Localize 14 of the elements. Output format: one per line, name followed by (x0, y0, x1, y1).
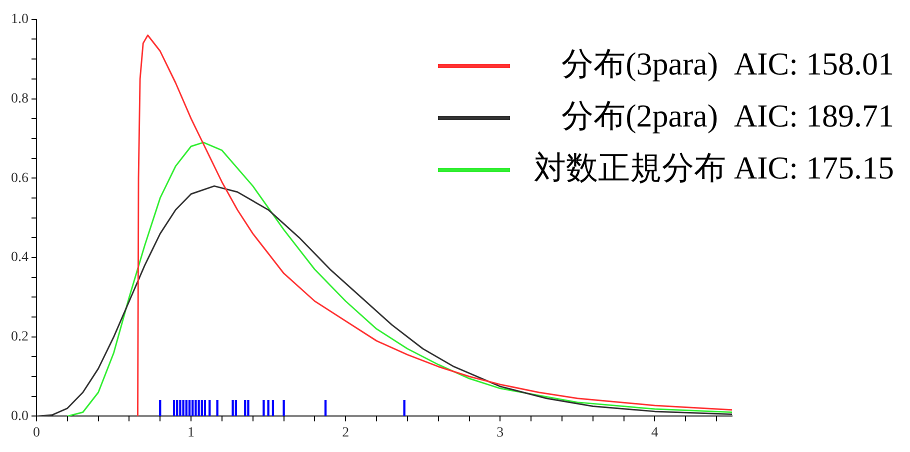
y-tick-label: 0.2 (11, 330, 28, 345)
x-tick-label: 0 (33, 425, 40, 440)
legend-label: 対数正規分布 AIC: 175.15 (534, 149, 894, 186)
y-tick-label: 1.0 (11, 12, 28, 28)
y-tick-label: 0.6 (11, 170, 28, 186)
legend-label: 分布(3para) AIC: 158.01 (562, 45, 894, 82)
y-tick-label: 0.4 (11, 250, 28, 266)
y-tick-label: 0.0 (11, 408, 28, 424)
x-tick-label: 1 (188, 425, 195, 440)
y-tick-label: 0.8 (11, 91, 28, 106)
x-tick-label: 2 (342, 425, 350, 440)
legend-label: 分布(2para) AIC: 189.71 (562, 97, 894, 134)
x-tick-label: 3 (496, 425, 504, 440)
x-tick-label: 4 (651, 425, 658, 440)
